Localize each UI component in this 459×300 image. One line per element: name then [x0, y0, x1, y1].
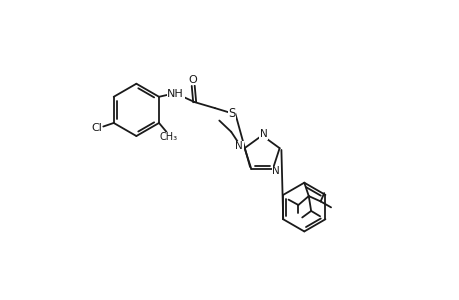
Text: N: N	[271, 166, 279, 176]
Text: CH₃: CH₃	[159, 132, 178, 142]
Text: O: O	[189, 75, 197, 85]
Text: N: N	[235, 141, 242, 152]
Text: NH: NH	[167, 89, 184, 99]
Text: Cl: Cl	[91, 123, 102, 133]
Text: N: N	[259, 129, 267, 139]
Text: S: S	[228, 107, 235, 120]
